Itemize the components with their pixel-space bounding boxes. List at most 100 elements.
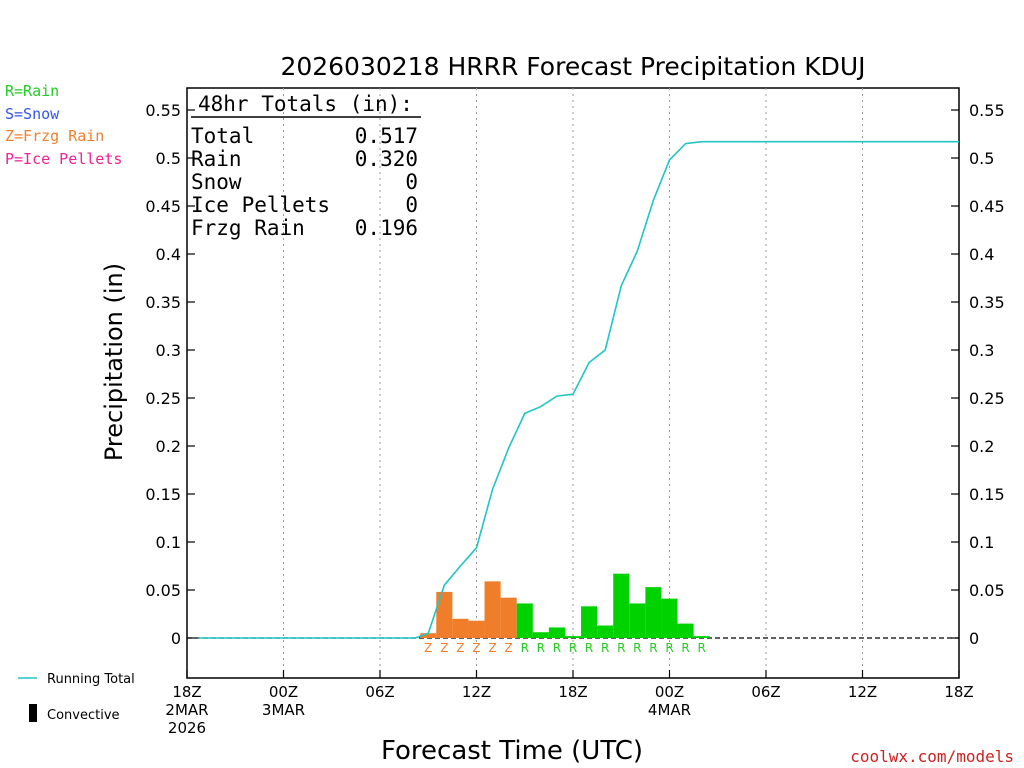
totals-label-total: Total xyxy=(191,124,254,148)
precip-bar xyxy=(468,620,485,638)
ptype-label: R xyxy=(697,641,705,655)
ptype-label: R xyxy=(537,641,545,655)
precip-bar xyxy=(645,587,662,638)
precip-bar xyxy=(484,581,501,638)
legend-freezing-rain: Z=Frzg Rain xyxy=(5,127,104,145)
legend-snow: S=Snow xyxy=(5,105,60,123)
ptype-label: Z xyxy=(505,641,513,655)
precip-bar xyxy=(436,591,453,638)
running-total-line xyxy=(198,140,959,639)
y-tick-label-right: 0.05 xyxy=(969,581,1005,600)
y-tick-label-right: 0.35 xyxy=(969,293,1005,312)
y-tick-label-left: 0.3 xyxy=(156,341,181,360)
ptype-label: R xyxy=(521,641,529,655)
plot-area: 0 00.05 0.050.1 0.10.15 0.150.2 0.20.25 0.250.… xyxy=(145,87,1005,737)
totals-value-snow: 0 xyxy=(405,170,418,194)
y-tick-label-left: 0.05 xyxy=(145,581,181,600)
y-tick-label-left: 0.25 xyxy=(145,389,181,408)
totals-header: 48hr Totals (in): xyxy=(198,92,413,116)
x-tick-label: 4MAR xyxy=(648,701,691,719)
x-tick-label: 18Z xyxy=(558,683,587,701)
ptype-label: R xyxy=(617,641,625,655)
precip-bar xyxy=(548,627,565,638)
ptype-legend: R=Rain S=Snow Z=Frzg Rain P=Ice Pellets xyxy=(5,82,122,168)
y-axis-title: Precipitation (in) xyxy=(100,263,128,461)
precip-bar xyxy=(516,603,533,638)
precip-bar xyxy=(629,603,646,638)
ptype-label: Z xyxy=(488,641,496,655)
x-tick-label: 3MAR xyxy=(262,701,305,719)
precip-bar xyxy=(500,597,517,638)
y-tick-label-right: 0.45 xyxy=(969,197,1005,216)
chart-title: 2026030218 HRRR Forecast Precipitation K… xyxy=(280,52,865,81)
x-tick-label: 2026 xyxy=(168,719,206,737)
ptype-label: R xyxy=(681,641,689,655)
y-tick-label-left: 0.2 xyxy=(156,437,181,456)
precip-bar xyxy=(532,632,549,638)
precip-bar xyxy=(452,618,469,638)
ptype-label: R xyxy=(665,641,673,655)
x-tick-label: 18Z xyxy=(944,683,973,701)
precip-bar xyxy=(661,598,678,638)
convective-label: Convective xyxy=(47,708,120,723)
ptype-label: R xyxy=(601,641,609,655)
x-tick-label: 18Z xyxy=(172,683,201,701)
x-tick-label: 06Z xyxy=(365,683,394,701)
totals-label-rain: Rain xyxy=(191,147,242,171)
legend-ice-pellets: P=Ice Pellets xyxy=(5,150,122,168)
x-tick-label: 00Z xyxy=(655,683,684,701)
precip-bar xyxy=(597,625,614,638)
precip-bar xyxy=(693,636,710,638)
legend-rain: R=Rain xyxy=(5,82,59,100)
y-tick-label-right: 0.5 xyxy=(969,149,994,168)
y-tick-label-left: 0 xyxy=(171,629,181,648)
y-tick-label-left: 0.15 xyxy=(145,485,181,504)
x-tick-label: 2MAR xyxy=(165,701,208,719)
precip-bar xyxy=(564,636,582,638)
x-tick-label: 06Z xyxy=(751,683,780,701)
totals-label-ice-pellets: Ice Pellets xyxy=(191,193,330,217)
y-tick-label-right: 0.15 xyxy=(969,485,1005,504)
precip-bar xyxy=(581,606,598,638)
ptype-label: R xyxy=(633,641,641,655)
y-tick-label-left: 0.1 xyxy=(156,533,181,552)
y-tick-label-left: 0.5 xyxy=(156,149,181,168)
y-axis-ticks: 0 00.05 0.050.1 0.10.15 0.150.2 0.20.25 0.250.… xyxy=(145,101,1004,648)
precip-bar xyxy=(420,633,437,638)
ptype-label: Z xyxy=(472,641,480,655)
x-axis-title: Forecast Time (UTC) xyxy=(381,736,643,766)
totals-value-ice-pellets: 0 xyxy=(405,193,418,217)
ptype-label: R xyxy=(649,641,657,655)
y-tick-label-right: 0.3 xyxy=(969,341,994,360)
precip-bar xyxy=(613,573,630,638)
y-tick-label-right: 0.2 xyxy=(969,437,994,456)
bars xyxy=(420,573,710,638)
y-tick-label-left: 0.45 xyxy=(145,197,181,216)
y-tick-label-right: 0.55 xyxy=(969,101,1005,120)
y-tick-label-right: 0.25 xyxy=(969,389,1005,408)
totals-label-frzg-rain: Frzg Rain xyxy=(191,216,305,240)
x-tick-label: 00Z xyxy=(269,683,298,701)
totals-value-total: 0.517 xyxy=(355,124,418,148)
bottom-legend: Running Total Convective xyxy=(18,672,135,723)
precip-bar xyxy=(677,623,694,638)
running-total-label: Running Total xyxy=(47,672,135,687)
y-tick-label-right: 0 xyxy=(969,629,979,648)
x-tick-label: 12Z xyxy=(848,683,877,701)
ptype-label: R xyxy=(569,641,577,655)
ptype-label: R xyxy=(553,641,561,655)
ptype-label: Z xyxy=(440,641,448,655)
ptype-label: R xyxy=(585,641,593,655)
totals-box: 48hr Totals (in): Total 0.517 Rain 0.320… xyxy=(191,92,421,240)
y-tick-label-left: 0.4 xyxy=(156,245,181,264)
watermark: coolwx.com/models xyxy=(850,747,1014,766)
y-tick-label-right: 0.4 xyxy=(969,245,994,264)
x-tick-label: 12Z xyxy=(462,683,491,701)
y-tick-label-left: 0.55 xyxy=(145,101,181,120)
totals-label-snow: Snow xyxy=(191,170,242,194)
y-tick-label-left: 0.35 xyxy=(145,293,181,312)
totals-value-rain: 0.320 xyxy=(355,147,418,171)
